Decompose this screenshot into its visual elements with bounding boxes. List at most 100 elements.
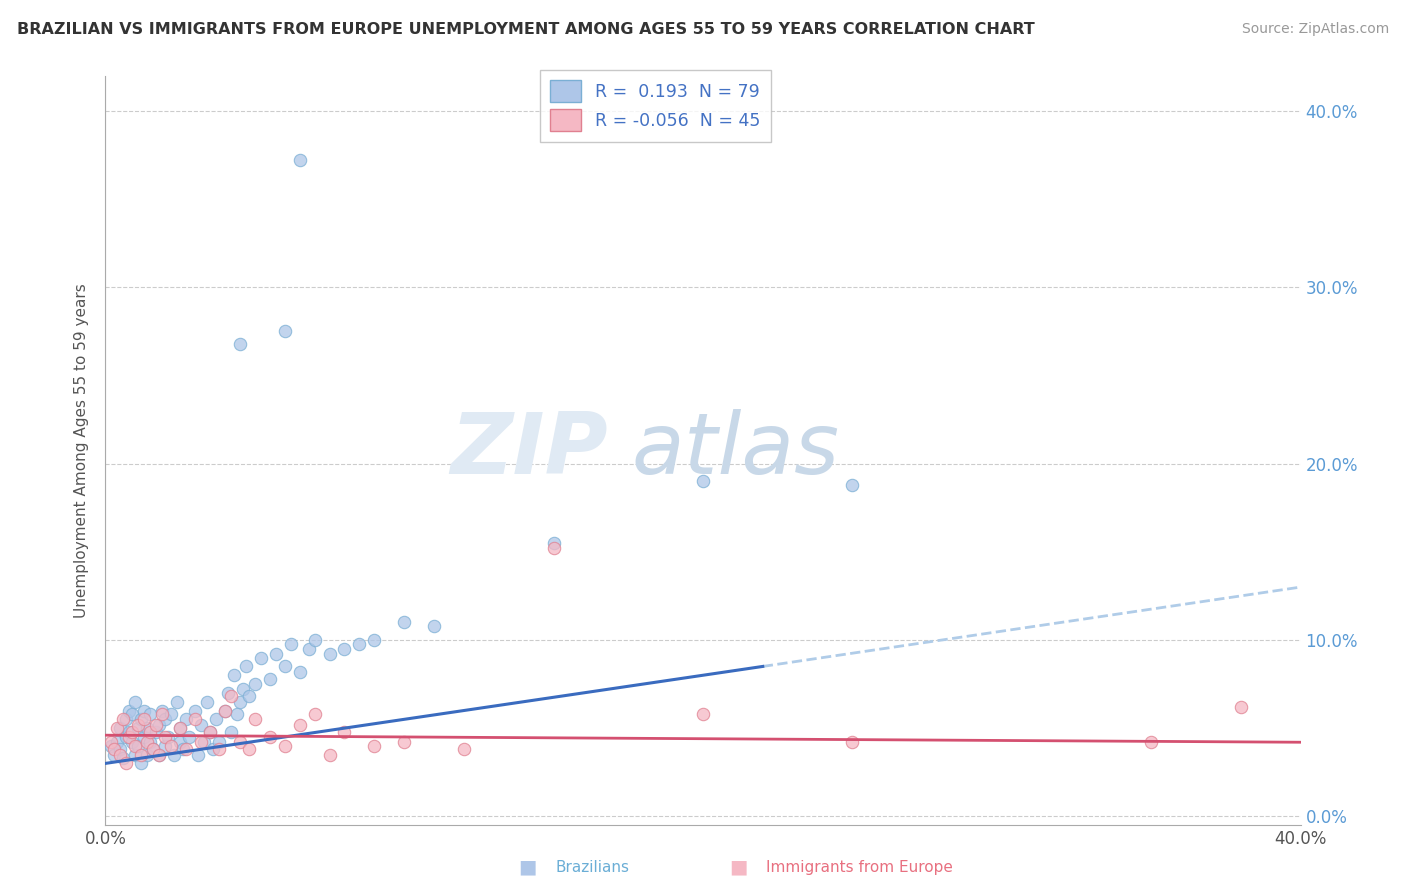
Point: [134, 704, 156, 718]
Point: [124, 747, 146, 762]
Point: [259, 672, 281, 686]
Point: [115, 730, 138, 744]
Point: [187, 747, 209, 762]
Point: [148, 747, 170, 762]
Point: [169, 721, 191, 735]
Point: [453, 742, 475, 756]
Point: [142, 742, 165, 756]
Point: [145, 724, 167, 739]
Point: [214, 704, 236, 718]
Point: [235, 659, 257, 673]
Point: [208, 735, 231, 749]
Point: [304, 706, 326, 721]
Point: [288, 665, 311, 679]
Point: [169, 735, 191, 749]
Point: [160, 739, 183, 753]
Point: [124, 739, 146, 753]
Point: [394, 735, 416, 749]
Text: Source: ZipAtlas.com: Source: ZipAtlas.com: [1241, 22, 1389, 37]
Point: [184, 712, 207, 726]
Point: [129, 756, 153, 771]
Point: [198, 724, 221, 739]
Point: [229, 336, 252, 351]
Point: [229, 735, 252, 749]
Point: [169, 721, 191, 735]
Point: [136, 735, 159, 749]
Point: [208, 742, 231, 756]
Point: [155, 712, 177, 726]
Point: [202, 742, 225, 756]
Point: [288, 717, 311, 731]
Text: Brazilians: Brazilians: [555, 860, 630, 874]
Point: [172, 742, 194, 756]
Point: [198, 724, 221, 739]
Point: [163, 747, 186, 762]
Point: [127, 739, 149, 753]
Point: [134, 730, 156, 744]
Point: [174, 712, 197, 726]
Point: [423, 619, 446, 633]
Point: [349, 636, 371, 650]
Point: [103, 742, 125, 756]
Text: ■: ■: [728, 857, 748, 877]
Point: [243, 712, 266, 726]
Point: [150, 706, 173, 721]
Text: ■: ■: [517, 857, 537, 877]
Point: [841, 735, 863, 749]
Point: [118, 724, 141, 739]
Point: [129, 712, 153, 726]
Point: [155, 739, 177, 753]
Point: [184, 704, 207, 718]
Point: [100, 735, 122, 749]
Point: [543, 541, 565, 556]
Point: [692, 475, 714, 489]
Point: [160, 706, 183, 721]
Point: [205, 712, 228, 726]
Point: [124, 695, 146, 709]
Point: [333, 724, 356, 739]
Point: [148, 747, 170, 762]
Point: [166, 695, 188, 709]
Point: [190, 717, 212, 731]
Point: [121, 706, 143, 721]
Text: Immigrants from Europe: Immigrants from Europe: [766, 860, 953, 874]
Point: [112, 751, 135, 765]
Point: [217, 686, 239, 700]
Point: [238, 742, 260, 756]
Point: [219, 724, 242, 739]
Point: [264, 647, 287, 661]
Point: [232, 682, 254, 697]
Point: [112, 712, 135, 726]
Point: [304, 632, 326, 647]
Point: [110, 747, 132, 762]
Point: [139, 706, 162, 721]
Point: [394, 615, 416, 630]
Point: [121, 735, 143, 749]
Point: [280, 636, 302, 650]
Point: [110, 721, 132, 735]
Point: [127, 717, 149, 731]
Point: [363, 632, 385, 647]
Point: [195, 695, 218, 709]
Point: [190, 735, 212, 749]
Point: [692, 706, 714, 721]
Point: [1229, 700, 1253, 714]
Point: [273, 659, 295, 673]
Point: [145, 717, 167, 731]
Point: [193, 735, 215, 749]
Point: [543, 536, 565, 550]
Point: [139, 735, 162, 749]
Point: [288, 153, 311, 168]
Point: [136, 721, 159, 735]
Point: [298, 641, 321, 656]
Point: [148, 717, 170, 731]
Point: [118, 704, 141, 718]
Point: [174, 742, 197, 756]
Point: [134, 712, 156, 726]
Point: [222, 668, 245, 682]
Point: [243, 677, 266, 691]
Point: [238, 690, 260, 704]
Point: [155, 730, 177, 744]
Y-axis label: Unemployment Among Ages 55 to 59 years: Unemployment Among Ages 55 to 59 years: [75, 283, 90, 618]
Point: [214, 704, 236, 718]
